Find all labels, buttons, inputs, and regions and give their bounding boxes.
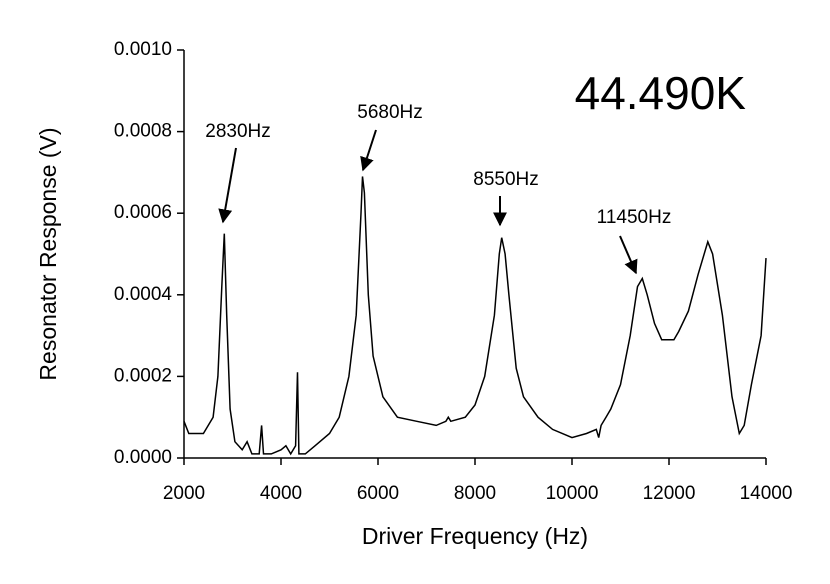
x-tick-label: 10000 [546,483,599,504]
x-tick-label: 12000 [643,483,696,504]
x-tick-label: 2000 [163,483,205,504]
annotation: 8550Hz [473,169,539,190]
x-tick-label: 8000 [454,483,496,504]
x-tick-label: 6000 [357,483,399,504]
temperature-label: 44.490K [575,67,747,119]
data-line [183,176,767,456]
annotation-arrow [360,129,377,172]
y-tick-label: 0.0008 [114,121,172,142]
y-tick-label: 0.0000 [114,447,172,468]
annotation: 11450Hz [597,207,672,228]
y-tick-label: 0.0010 [114,39,172,60]
x-axis-title: Driver Frequency (Hz) [362,523,588,549]
y-axis-title: Resonator Response (V) [35,127,61,380]
y-tick-label: 0.0006 [114,202,172,223]
x-tick-label: 4000 [260,483,302,504]
annotation: 5680Hz [357,102,423,123]
annotation: 2830Hz [205,121,271,142]
y-tick-label: 0.0002 [114,365,172,386]
y-tick-label: 0.0004 [114,284,173,305]
annotation-arrow [619,235,638,275]
annotation-arrow [218,147,237,224]
x-tick-label: 14000 [740,483,793,504]
